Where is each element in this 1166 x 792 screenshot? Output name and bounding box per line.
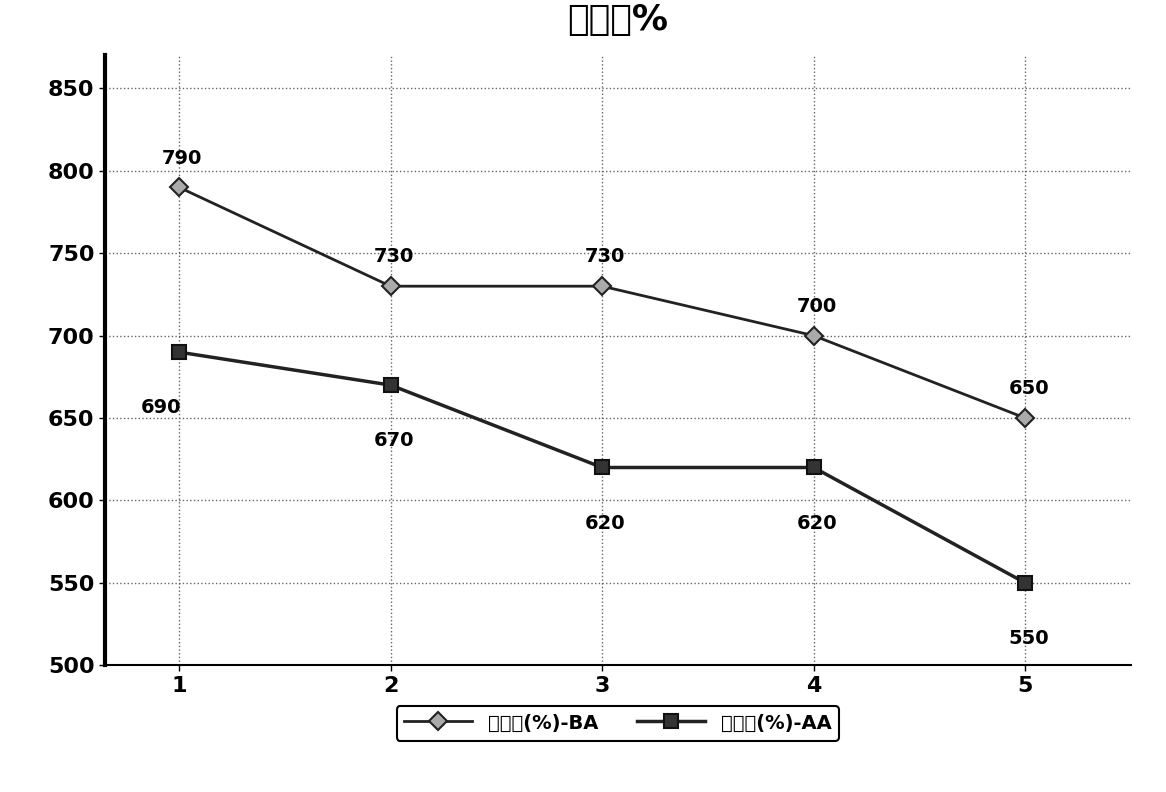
Text: 620: 620 [585,514,626,533]
Text: 550: 550 [1009,629,1049,648]
Text: 730: 730 [373,247,414,266]
Text: 620: 620 [796,514,837,533]
Text: 730: 730 [585,247,626,266]
Text: 790: 790 [162,149,203,168]
Text: 700: 700 [796,297,837,316]
Title: 伸长率%: 伸长率% [568,3,668,37]
Text: 690: 690 [141,398,182,417]
Text: 650: 650 [1009,379,1049,398]
Legend: 伸长率(%)-BA, 伸长率(%)-AA: 伸长率(%)-BA, 伸长率(%)-AA [396,706,840,741]
Text: 670: 670 [373,431,414,450]
